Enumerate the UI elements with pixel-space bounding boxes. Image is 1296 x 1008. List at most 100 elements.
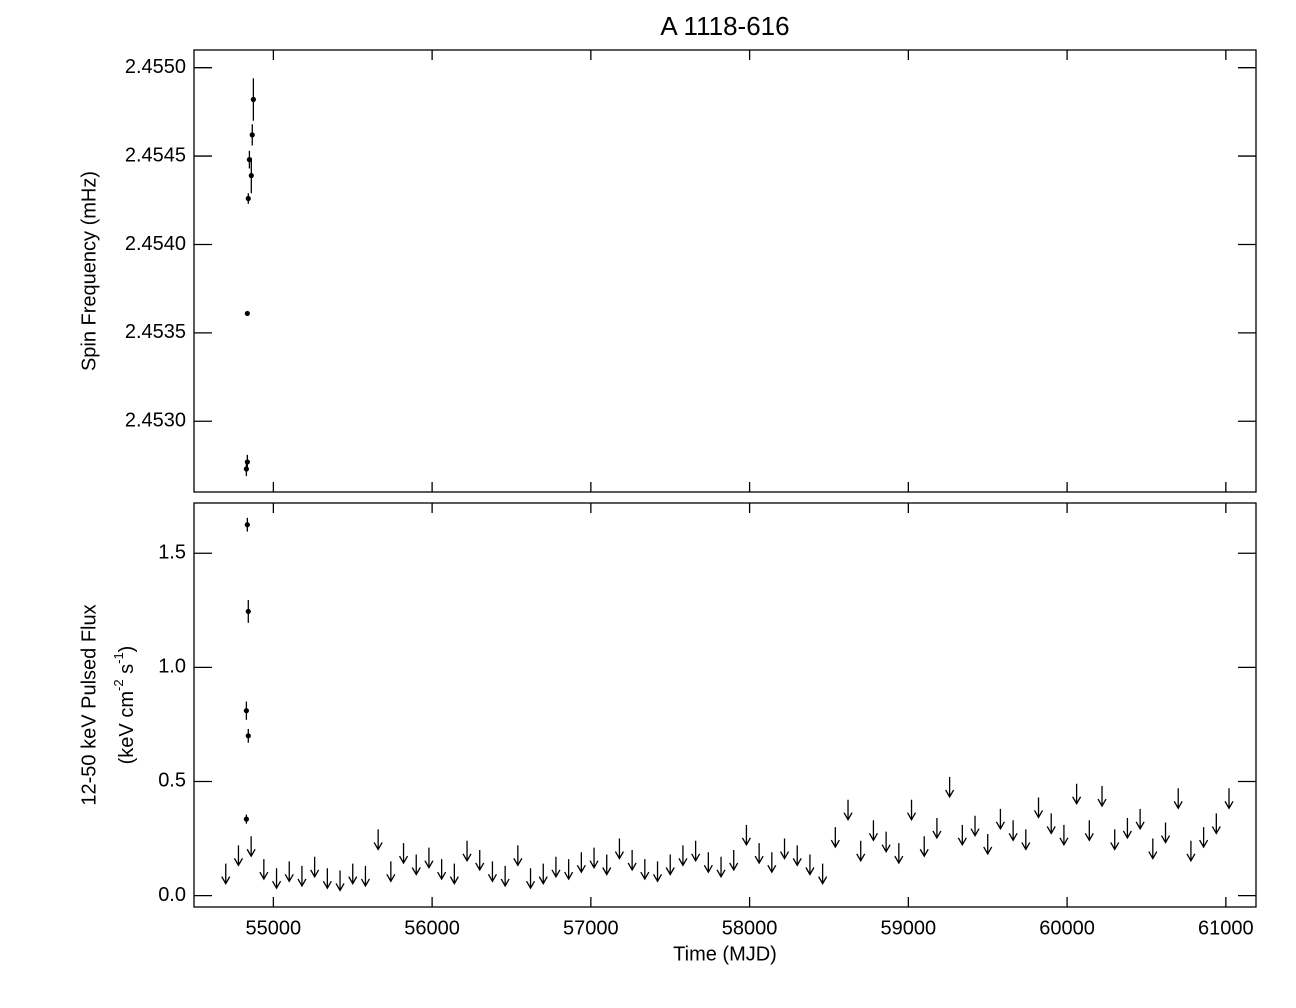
label-part: s (116, 664, 138, 680)
upper-limit-arrow (627, 849, 637, 872)
upper-limit-arrow (919, 836, 929, 858)
upper-limit-arrow (1199, 827, 1209, 849)
x-tick-label: 55000 (246, 917, 302, 939)
upper-limit-arrow (906, 799, 917, 822)
upper-limit-arrow (576, 852, 586, 874)
y-tick-label: 2.4530 (125, 410, 186, 432)
y-tick-label: 1.0 (158, 656, 186, 678)
upper-limit-arrow (424, 847, 434, 869)
upper-limit-arrow (348, 863, 358, 885)
upper-limit-arrow (691, 840, 701, 863)
upper-limit-arrow (462, 840, 472, 863)
upper-limit-arrow (868, 820, 878, 842)
x-tick-label: 60000 (1039, 917, 1095, 939)
label-part: (keV cm (116, 691, 138, 764)
upper-limit-arrow (411, 854, 421, 876)
x-tick-label: 61000 (1198, 917, 1254, 939)
upper-limit-arrow (398, 843, 409, 865)
x-tick-label: 56000 (404, 917, 460, 939)
upper-limit-arrow (729, 849, 739, 872)
upper-limit-arrow (1173, 788, 1183, 810)
upper-limit-arrow (259, 859, 269, 881)
upper-limit-arrow (437, 859, 447, 881)
upper-limit-arrow (1148, 838, 1158, 860)
upper-limit-arrow (957, 824, 967, 847)
data-point (245, 608, 251, 615)
upper-limit-arrow (881, 831, 891, 853)
y-tick-label: 0.5 (158, 770, 186, 792)
upper-limit-arrow (271, 868, 282, 890)
upper-limit-arrow (1110, 829, 1120, 851)
upper-limit-arrow (1122, 817, 1132, 840)
upper-limit-arrow (487, 861, 498, 883)
upper-limit-arrow (221, 863, 231, 885)
upper-limit-arrow (970, 815, 980, 838)
data-point (243, 816, 249, 822)
upper-limit-arrow (678, 845, 688, 867)
y-tick-label: 2.4535 (125, 321, 186, 343)
superscript: -1 (111, 652, 126, 664)
x-axis-label: Time (MJD) (673, 943, 777, 965)
upper-limit-arrow (945, 776, 955, 799)
upper-limit-arrow (856, 840, 866, 863)
plot-frame (193, 502, 1257, 908)
upper-limit-arrow (360, 865, 371, 888)
upper-limit-arrow (449, 863, 459, 885)
upper-limit-arrow (310, 856, 320, 879)
data-point (249, 132, 255, 138)
data-point (243, 708, 249, 714)
upper-limit-arrow (564, 859, 574, 881)
upper-limit-arrow (602, 854, 612, 876)
upper-limit-arrow (1059, 824, 1069, 847)
upper-limit-arrow (1072, 783, 1082, 806)
upper-limit-arrow (894, 843, 904, 865)
upper-limit-arrow (640, 859, 650, 881)
upper-limit-arrow (767, 852, 777, 874)
upper-limit-arrow (1186, 840, 1196, 863)
upper-limit-arrow (1211, 813, 1221, 835)
upper-limit-arrow (513, 845, 523, 867)
upper-limit-arrow (792, 845, 802, 867)
data-point (245, 733, 251, 739)
upper-limit-arrow (1033, 797, 1044, 819)
upper-limit-arrow (373, 829, 383, 851)
upper-limit-arrow (818, 863, 828, 885)
data-point (243, 466, 249, 472)
plot-frame (193, 49, 1257, 493)
upper-limit-arrow (830, 827, 840, 849)
upper-limit-arrow (1084, 820, 1094, 842)
upper-limit-arrow (1224, 788, 1234, 810)
upper-limit-arrow (932, 817, 942, 840)
upper-limit-arrow (1021, 829, 1031, 851)
upper-limit-arrow (335, 870, 345, 892)
chart-title: A 1118-616 (660, 11, 789, 41)
upper-limit-arrow (233, 845, 244, 867)
upper-limit-arrow (754, 843, 764, 865)
upper-limit-arrow (1097, 786, 1107, 808)
upper-limit-arrow (716, 856, 726, 879)
upper-limit-arrow (1008, 820, 1018, 842)
upper-limit-arrow (805, 854, 815, 876)
y-tick-label: 2.4545 (125, 144, 186, 166)
y-tick-label: 0.0 (158, 884, 186, 906)
upper-limit-arrow (297, 865, 307, 888)
upper-limit-arrow (614, 838, 624, 860)
upper-limit-arrow (475, 849, 485, 872)
upper-limit-arrow (843, 799, 853, 822)
x-tick-label: 59000 (881, 917, 937, 939)
upper-limit-arrow (779, 838, 790, 860)
upper-limit-arrow (741, 824, 751, 847)
upper-limit-arrow (538, 863, 548, 885)
upper-limit-arrow (500, 865, 510, 888)
upper-limit-arrow (995, 808, 1005, 831)
upper-limit-arrow (525, 868, 536, 890)
upper-limit-arrow (1160, 822, 1171, 844)
upper-limit-arrow (703, 852, 713, 874)
data-point (248, 172, 254, 179)
y-tick-label: 2.4550 (125, 56, 186, 78)
upper-limit-arrow (386, 861, 396, 883)
upper-limit-arrow (284, 861, 294, 883)
data-point (245, 195, 251, 202)
upper-limit-arrow (665, 854, 675, 876)
